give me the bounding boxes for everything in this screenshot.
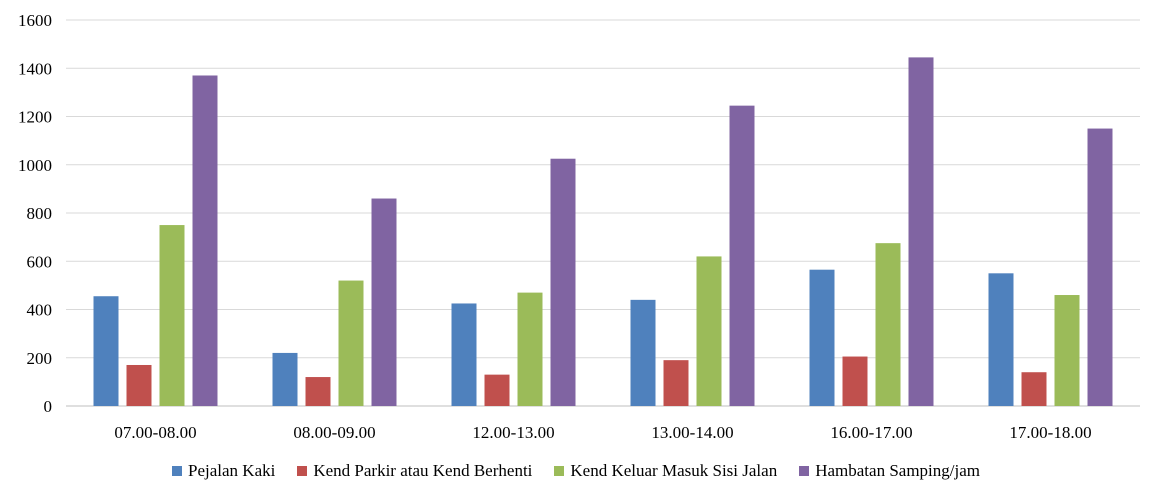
y-tick-label: 1400 [18,59,52,78]
bar [842,356,868,406]
bar [550,158,576,406]
y-tick-label: 200 [27,349,53,368]
bar [1087,128,1113,406]
y-tick-label: 0 [44,397,53,416]
bar [371,198,397,406]
x-tick-label: 12.00-13.00 [472,423,554,442]
legend-label: Hambatan Samping/jam [815,460,980,480]
bar [630,299,656,406]
bar [192,75,218,407]
y-tick-label: 800 [27,204,53,223]
bar [875,243,901,406]
legend-item: Kend Keluar Masuk Sisi Jalan [554,461,777,481]
legend-item: Pejalan Kaki [172,461,275,481]
bar [159,225,185,406]
x-tick-label: 08.00-09.00 [293,423,375,442]
y-tick-label: 600 [27,252,53,271]
bar [451,303,477,406]
y-axis-ticks: 0 200 400 600 800 1000 1200 1400 1600 [18,11,52,416]
bar [696,256,722,406]
x-tick-label: 07.00-08.00 [114,423,196,442]
bar [809,269,835,406]
y-tick-label: 400 [27,301,53,320]
legend: Pejalan Kaki Kend Parkir atau Kend Berhen… [0,458,1152,483]
x-axis-ticks: 07.00-08.00 08.00-09.00 12.00-13.00 13.00-1… [114,423,1091,442]
bar [517,292,543,406]
y-tick-label: 1200 [18,108,52,127]
bar [272,352,298,406]
bar [663,360,689,406]
y-tick-label: 1600 [18,11,52,30]
gridlines [66,19,1140,407]
legend-label: Pejalan Kaki [188,460,276,480]
bar [305,377,331,406]
legend-label: Kend Keluar Masuk Sisi Jalan [570,460,778,480]
bar [729,105,755,407]
bar [93,296,119,406]
bar [484,374,510,406]
bar [126,364,152,406]
x-tick-label: 16.00-17.00 [830,423,912,442]
legend-item: Hambatan Samping/jam [799,461,980,481]
legend-swatch [172,465,182,476]
legend-label: Kend Parkir atau Kend Berhenti [313,460,533,480]
y-tick-label: 1000 [18,156,52,175]
bar [1054,295,1080,406]
legend-swatch [799,465,810,476]
bar-chart: 0 200 400 600 800 1000 1200 1400 1600 07.00-08.0… [18,11,1140,442]
x-tick-label: 13.00-14.00 [651,423,733,442]
legend-swatch [297,465,308,476]
bars [93,57,1113,407]
legend-swatch [554,465,565,476]
bar [1021,372,1047,406]
legend-item: Kend Parkir atau Kend Berhenti [297,461,532,481]
bar [338,280,364,406]
x-tick-label: 17.00-18.00 [1009,423,1091,442]
bar [988,273,1014,406]
bar [908,57,934,407]
